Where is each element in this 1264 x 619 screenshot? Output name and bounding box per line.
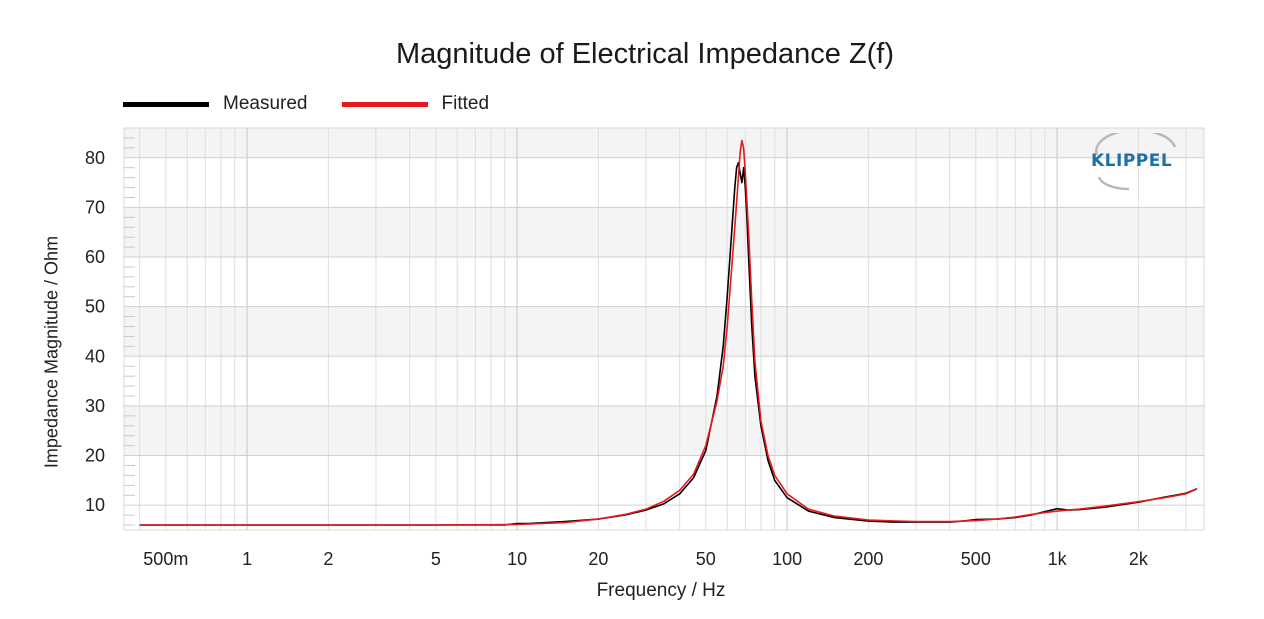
plot-band [124, 306, 1204, 357]
y-tick-labels: 10 20 30 40 50 60 70 80 [85, 148, 105, 515]
x-tick-labels: 500m 1 2 5 10 20 50 100 200 500 1k 2k [143, 549, 1149, 569]
y-tick-label: 60 [85, 247, 105, 267]
chart-title: Magnitude of Electrical Impedance Z(f) [395, 38, 895, 70]
x-tick-label: 500m [143, 549, 188, 569]
y-tick-label: 40 [85, 346, 105, 366]
y-tick-label: 30 [85, 396, 105, 416]
logo-text: KLIPPEL [1091, 151, 1173, 171]
legend-item-fitted: Fitted [341, 93, 490, 115]
x-tick-label: 200 [853, 549, 883, 569]
plot-series [139, 139, 1198, 526]
chart-legend: Measured Fitted [123, 92, 523, 116]
plot-band [124, 128, 1204, 158]
x-tick-label: 100 [772, 549, 802, 569]
series-line-fitted [139, 139, 1198, 526]
y-tick-label: 70 [85, 197, 105, 217]
y-axis-label: Impedance Magnitude / Ohm [41, 235, 62, 469]
x-tick-label: 1k [1048, 549, 1068, 569]
y-minor-ticks [124, 137, 135, 526]
x-tick-label: 2 [323, 549, 333, 569]
plot-grid [124, 128, 1204, 530]
x-tick-label: 500 [961, 549, 991, 569]
x-tick-label: 2k [1129, 549, 1149, 569]
legend-swatch-fitted [341, 101, 428, 107]
x-tick-label: 10 [507, 549, 527, 569]
klippel-logo: KLIPPEL [1087, 133, 1191, 195]
x-tick-label: 5 [431, 549, 441, 569]
y-tick-label: 20 [85, 446, 105, 466]
legend-label-fitted: Fitted [441, 93, 490, 114]
legend-swatch-measured [123, 101, 209, 107]
x-tick-label: 50 [696, 549, 716, 569]
x-axis-label: Frequency / Hz [596, 580, 726, 601]
y-tick-label: 10 [85, 495, 105, 515]
x-tick-label: 1 [242, 549, 252, 569]
y-tick-label: 50 [85, 297, 105, 317]
x-tick-label: 20 [588, 549, 608, 569]
plot-band [124, 207, 1204, 258]
plot-frame [123, 127, 1205, 531]
plot-band [124, 405, 1204, 456]
logo-arc-icon [1095, 133, 1177, 191]
legend-item-measured: Measured [123, 93, 308, 115]
y-tick-label: 80 [85, 148, 105, 168]
plot-background [123, 127, 1205, 531]
legend-label-measured: Measured [223, 93, 308, 114]
